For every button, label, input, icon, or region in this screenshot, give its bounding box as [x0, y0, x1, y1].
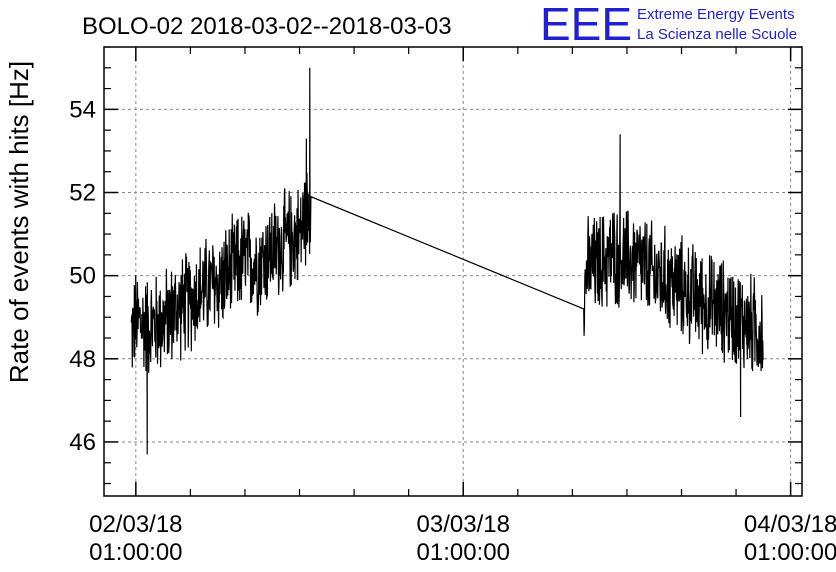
chart-title: BOLO-02 2018-03-02--2018-03-03: [82, 13, 452, 40]
y-tick-label: 54: [69, 96, 96, 123]
y-tick-label: 46: [69, 429, 96, 456]
series-line: [130, 67, 764, 455]
logo-mark: EEE: [540, 0, 632, 50]
x-tick-time-label: 01:00:00: [417, 539, 510, 566]
x-tick-time-label: 01:00:00: [89, 539, 182, 566]
ticks: 464850525402/03/1801:00:0003/03/1801:00:…: [69, 46, 836, 566]
y-axis-label: Rate of events with hits [Hz]: [4, 61, 34, 383]
plot-frame: [103, 46, 803, 497]
logo-line-1: Extreme Energy Events: [637, 6, 795, 23]
x-tick-date-label: 02/03/18: [89, 511, 182, 538]
y-tick-label: 52: [69, 180, 96, 207]
logo-line-2: La Scienza nelle Scuole: [637, 26, 797, 43]
x-tick-time-label: 01:00:00: [744, 539, 836, 566]
y-tick-label: 48: [69, 346, 96, 373]
x-tick-date-label: 04/03/18: [744, 511, 836, 538]
y-tick-label: 50: [69, 263, 96, 290]
x-tick-date-label: 03/03/18: [417, 511, 510, 538]
logo: EEE Extreme Energy Events La Scienza nel…: [540, 0, 797, 50]
grid: [104, 47, 802, 496]
series-layer: [130, 67, 764, 455]
